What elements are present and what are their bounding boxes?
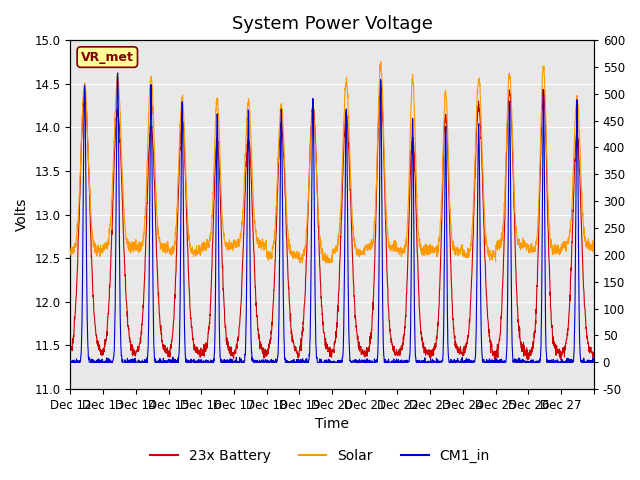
Y-axis label: Volts: Volts	[15, 198, 29, 231]
Text: VR_met: VR_met	[81, 50, 134, 63]
Title: System Power Voltage: System Power Voltage	[232, 15, 433, 33]
X-axis label: Time: Time	[315, 418, 349, 432]
Legend: 23x Battery, Solar, CM1_in: 23x Battery, Solar, CM1_in	[145, 443, 495, 468]
